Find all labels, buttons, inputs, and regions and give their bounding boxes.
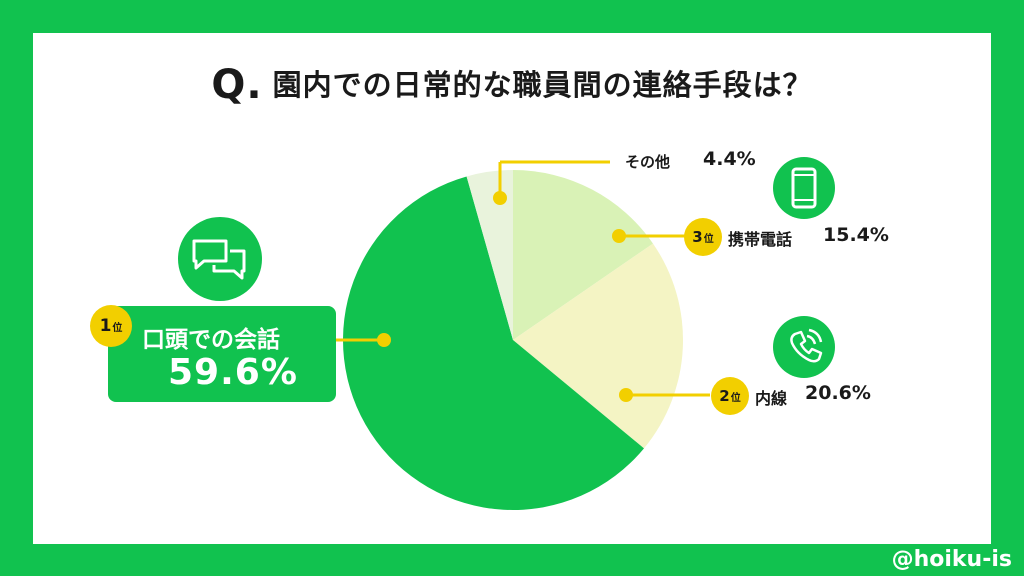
leader-dot-extension bbox=[619, 388, 633, 402]
leader-dot-other bbox=[493, 191, 507, 205]
slice-label-mobile: 携帯電話 bbox=[728, 230, 793, 249]
chart-title: Q. 園内での日常的な職員間の連絡手段は？ bbox=[0, 62, 1024, 108]
leader-dot-verbal bbox=[377, 333, 391, 347]
title-text: 園内での日常的な職員間の連絡手段は？ bbox=[272, 68, 813, 102]
slice-label-extension: 内線 bbox=[755, 389, 788, 408]
slice-label-other: その他 bbox=[625, 153, 671, 171]
slice-extension bbox=[513, 243, 683, 449]
slice-value-mobile: 15.4% bbox=[823, 224, 889, 246]
slice-label-verbal: 口頭での会話 bbox=[142, 327, 280, 353]
mobile-phone-icon bbox=[773, 157, 835, 219]
account-handle: @hoiku-is bbox=[891, 547, 1012, 572]
phone-handset-icon bbox=[773, 316, 835, 378]
slice-mobile bbox=[513, 170, 654, 340]
speech-bubbles-icon bbox=[178, 217, 262, 301]
slice-value-verbal: 59.6% bbox=[168, 352, 298, 393]
slice-other bbox=[466, 170, 513, 340]
slice-verbal bbox=[343, 176, 644, 510]
top-answer-box: 口頭での会話 59.6% bbox=[108, 306, 336, 402]
title-q: Q. bbox=[211, 62, 263, 108]
slice-value-other: 4.4% bbox=[703, 148, 756, 170]
leader-dot-mobile bbox=[612, 229, 626, 243]
slice-value-extension: 20.6% bbox=[805, 382, 871, 404]
